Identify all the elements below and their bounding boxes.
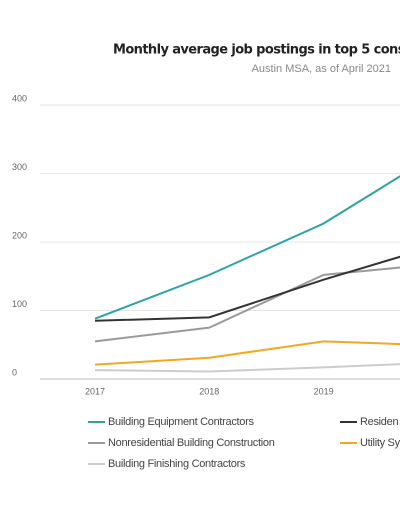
x-tick-label: 2018	[199, 386, 219, 396]
legend-label: Utility Sy	[360, 437, 400, 449]
chart-subtitle: Austin MSA, as of April 2021	[252, 63, 391, 75]
y-tick-label: 200	[12, 230, 27, 240]
series-line	[94, 255, 400, 322]
y-tick-label: 400	[12, 93, 27, 103]
legend-label: Building Equipment Contractors	[108, 416, 254, 428]
series-line	[94, 266, 400, 343]
chart-title: Monthly average job postings in top 5 co…	[113, 43, 400, 58]
legend-label: Building Finishing Contractors	[108, 458, 246, 470]
y-tick-label: 100	[12, 299, 27, 309]
series-line	[94, 340, 400, 366]
legend-label: Residen	[360, 416, 398, 428]
series-line	[94, 363, 400, 373]
y-tick-label: 300	[12, 162, 27, 172]
y-tick-label: 0	[12, 367, 17, 377]
legend-label: Nonresidential Building Construction	[108, 437, 275, 449]
series-line	[94, 175, 400, 320]
x-tick-label: 2017	[85, 386, 105, 396]
x-tick-label: 2019	[314, 386, 334, 396]
